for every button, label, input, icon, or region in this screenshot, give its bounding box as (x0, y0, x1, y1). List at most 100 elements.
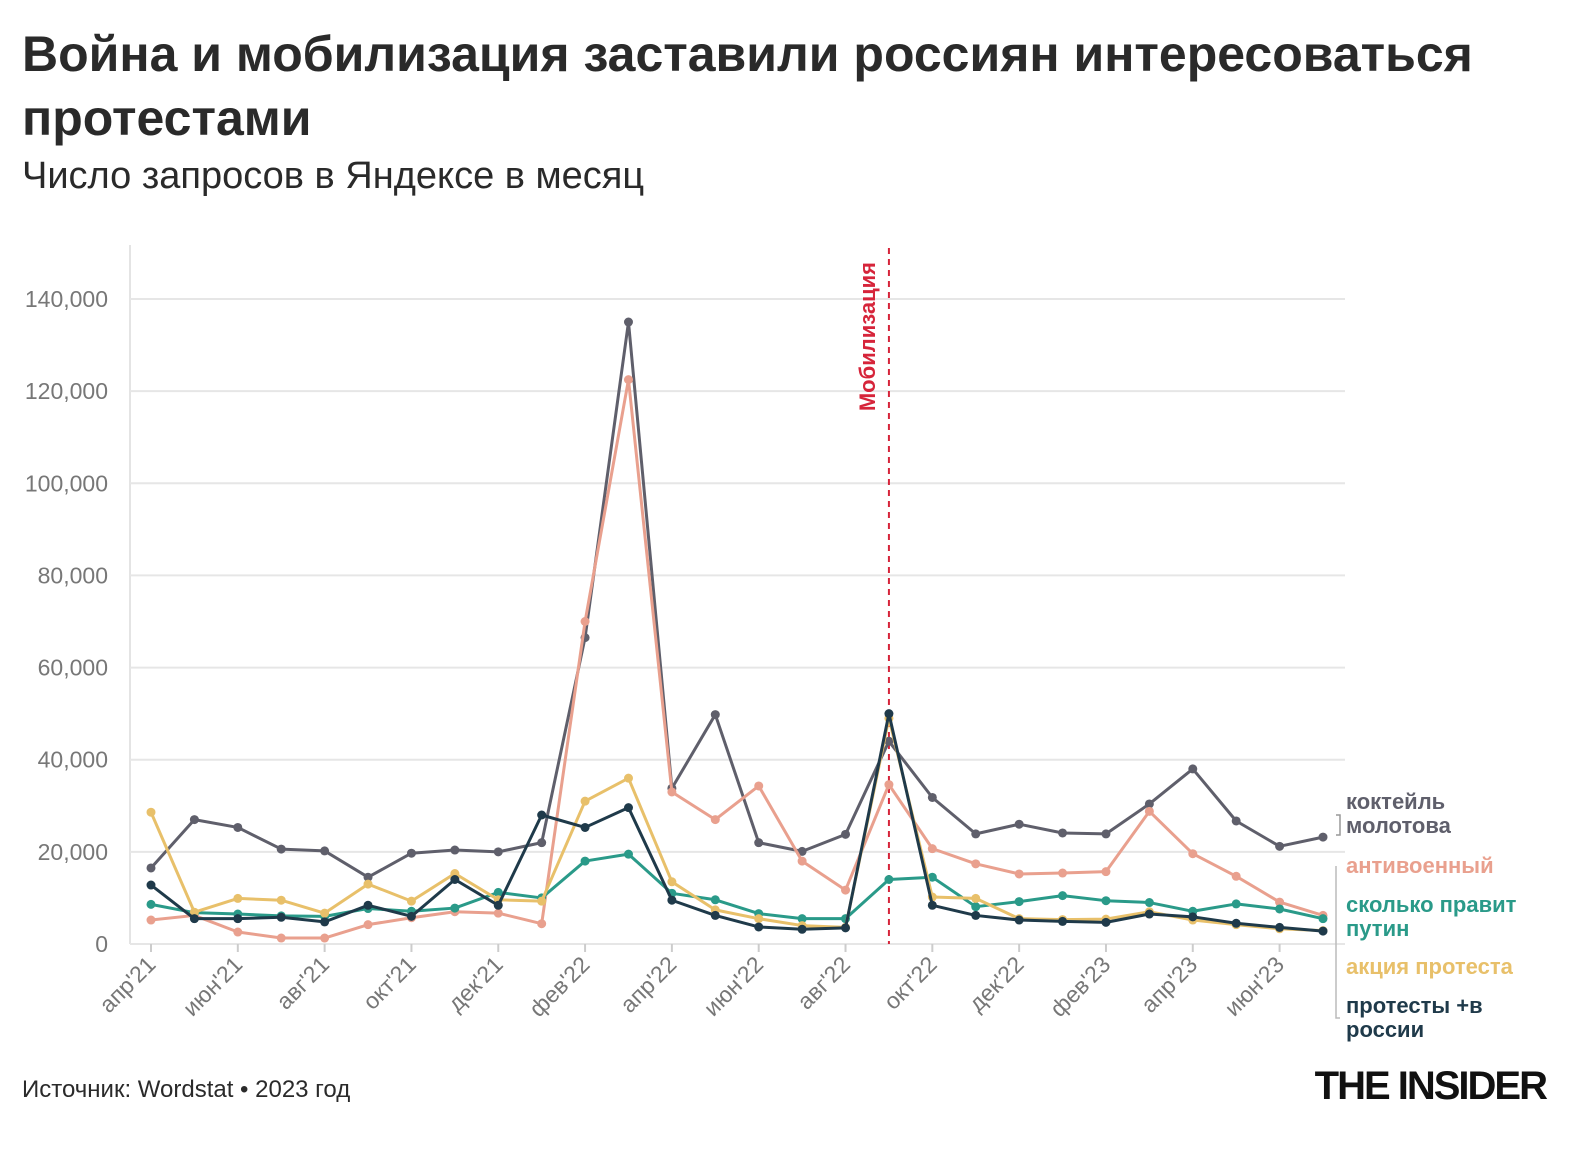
x-tick-label: июн'21 (178, 951, 248, 1021)
legend-bracket (1336, 814, 1341, 836)
point (884, 780, 894, 790)
point (754, 838, 764, 848)
point (1275, 841, 1285, 851)
point (1144, 806, 1154, 816)
point (1101, 896, 1111, 906)
title: Война и мобилизация заставили россиян ин… (22, 26, 1473, 146)
y-tick-label: 120,000 (25, 378, 108, 404)
point (623, 773, 633, 783)
point (1144, 898, 1154, 908)
point (971, 859, 981, 869)
point (320, 917, 330, 927)
point (623, 849, 633, 859)
point (1318, 926, 1328, 936)
point (797, 914, 807, 924)
x-tick-label: апр'21 (94, 951, 160, 1017)
x-tick-label: июн'23 (1219, 951, 1289, 1021)
point (971, 902, 981, 912)
point (754, 914, 764, 924)
point (884, 875, 894, 884)
y-tick-label: 80,000 (38, 562, 108, 588)
point (1101, 867, 1111, 877)
point (1231, 816, 1241, 826)
subtitle: Число запросов в Яндексе в месяц (22, 155, 645, 197)
point (623, 803, 633, 813)
point (710, 815, 720, 825)
point (1014, 897, 1024, 907)
x-tick-label: авг'22 (792, 951, 855, 1014)
point (1231, 899, 1241, 909)
point (927, 900, 937, 910)
point (1058, 916, 1068, 926)
point (754, 781, 764, 791)
point (927, 792, 937, 802)
point (233, 914, 243, 924)
point (537, 896, 547, 906)
point (884, 736, 894, 746)
point (1188, 764, 1198, 774)
point (363, 872, 373, 882)
point (1231, 918, 1241, 928)
point (1014, 819, 1024, 829)
x-tick-label: авг'21 (271, 951, 334, 1014)
point (1101, 917, 1111, 927)
point (493, 847, 503, 857)
point (320, 933, 330, 943)
point (667, 895, 677, 905)
point (580, 796, 590, 806)
point (710, 710, 720, 720)
point (406, 896, 416, 906)
x-tick-label: фев'22 (524, 951, 595, 1022)
point (537, 810, 547, 820)
x-tick-label: фев'23 (1045, 951, 1116, 1022)
y-tick-label: 140,000 (25, 286, 108, 312)
point (406, 911, 416, 921)
point (841, 885, 851, 895)
point (1058, 828, 1068, 838)
point (493, 900, 503, 910)
y-tick-label: 0 (95, 931, 108, 957)
point (971, 893, 981, 903)
point (1058, 868, 1068, 878)
point (971, 829, 981, 839)
point (580, 617, 590, 626)
point (146, 880, 156, 890)
point (537, 838, 547, 848)
point (363, 879, 373, 889)
point (1101, 829, 1111, 839)
point (710, 895, 720, 905)
point (233, 822, 243, 832)
point (493, 908, 503, 918)
point (363, 920, 373, 930)
point (667, 877, 677, 887)
point (1058, 891, 1068, 901)
point (146, 915, 156, 925)
legend-entry: коктейль молотова (1346, 789, 1451, 838)
point (320, 846, 330, 856)
y-tick-label: 100,000 (25, 470, 108, 496)
point (623, 317, 633, 327)
point (233, 893, 243, 903)
point (1188, 912, 1198, 922)
legend-entry: протесты +в россии (1346, 993, 1483, 1042)
point (1275, 904, 1285, 914)
point (146, 807, 156, 817)
x-tick-label: дек'22 (963, 951, 1028, 1016)
point (1188, 849, 1198, 859)
point (1144, 909, 1154, 919)
x-tick-label: окт'21 (358, 951, 421, 1014)
point (1144, 799, 1154, 809)
point (841, 923, 851, 933)
series-line (150, 378, 1324, 940)
point (797, 856, 807, 866)
legend-entry: сколько правит путин (1346, 892, 1517, 941)
x-tick-label: апр'22 (615, 951, 681, 1017)
point (754, 922, 764, 932)
point (623, 375, 633, 385)
annotation: Мобилизация (855, 262, 880, 411)
point (276, 933, 286, 943)
point (710, 910, 720, 920)
point (450, 903, 460, 913)
point (146, 899, 156, 909)
